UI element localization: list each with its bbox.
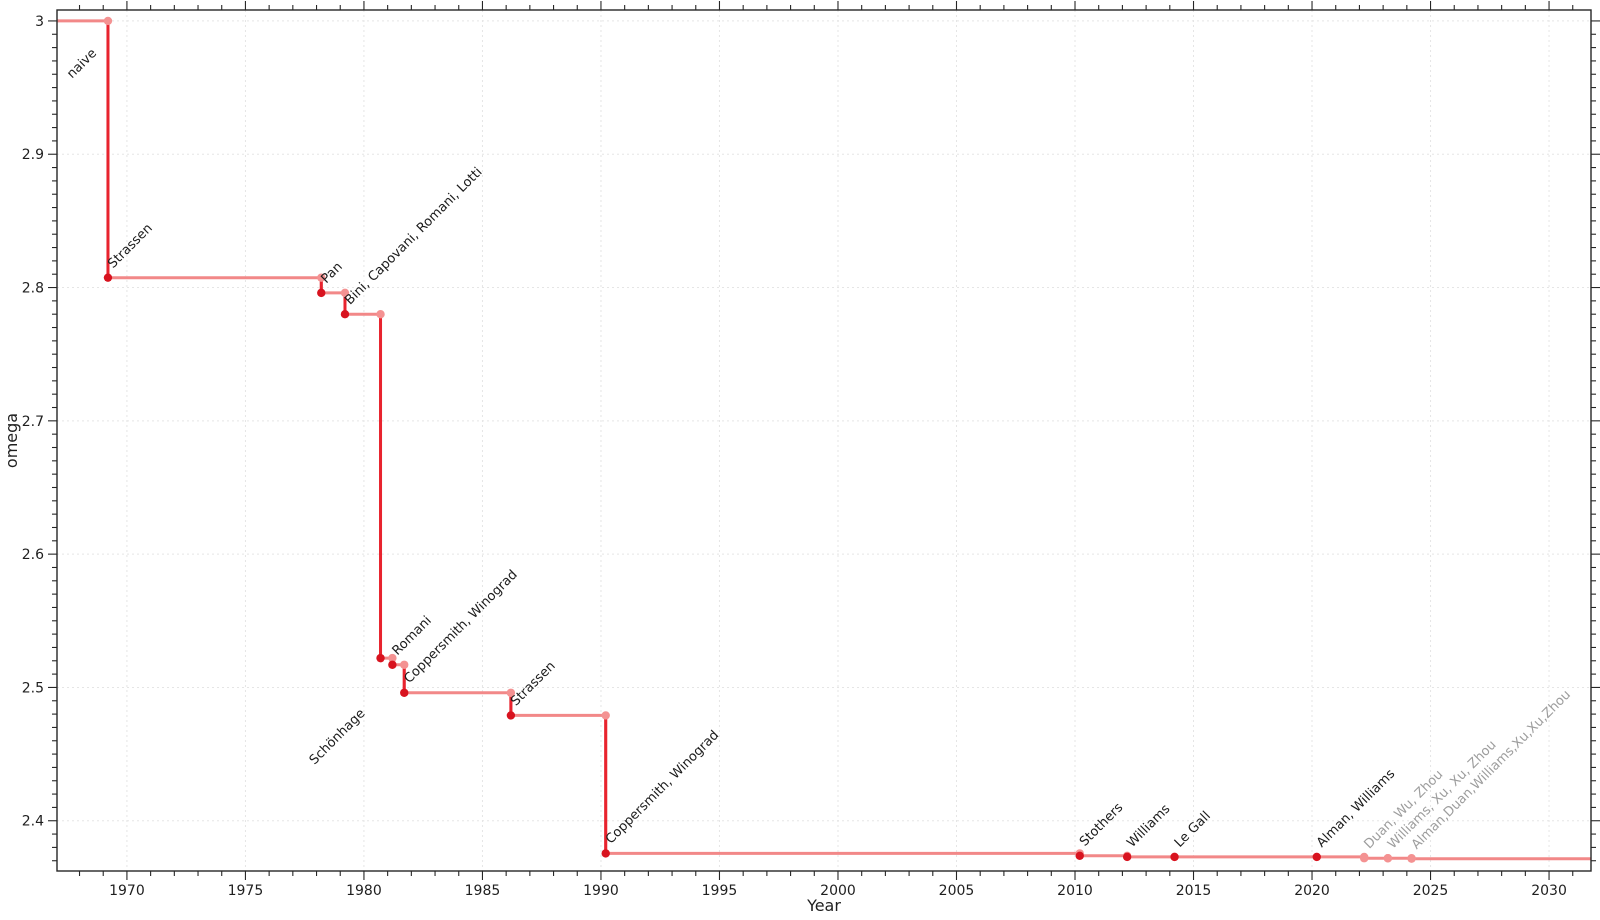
data-point-marker bbox=[1383, 854, 1393, 863]
data-point-marker bbox=[1075, 851, 1084, 861]
data-point-marker bbox=[317, 288, 326, 298]
corner-marker bbox=[388, 653, 397, 663]
corner-marker bbox=[506, 688, 516, 697]
x-tick-label: 1980 bbox=[346, 883, 382, 899]
corner-marker bbox=[340, 288, 350, 298]
grid-layer bbox=[57, 10, 1591, 871]
corner-marker bbox=[400, 660, 409, 669]
corner-marker bbox=[103, 16, 113, 26]
data-point-marker bbox=[1312, 852, 1321, 862]
plot-frame bbox=[56, 9, 1592, 872]
data-point-marker bbox=[103, 273, 113, 282]
corner-marker bbox=[376, 309, 385, 319]
y-axis-title: omega bbox=[2, 413, 21, 468]
x-tick-label: 1990 bbox=[583, 883, 619, 899]
x-tick-label: 1975 bbox=[228, 883, 264, 899]
y-tick-label: 2.5 bbox=[22, 680, 44, 696]
x-axis-title: Year bbox=[806, 896, 841, 915]
data-point-marker bbox=[1407, 854, 1416, 863]
x-tick-label: 1985 bbox=[465, 883, 501, 899]
corner-marker bbox=[601, 711, 610, 720]
data-point-marker bbox=[388, 660, 397, 669]
x-tick-label: 2015 bbox=[1176, 883, 1212, 899]
y-tick-label: 2.7 bbox=[22, 414, 44, 430]
x-tick-label: 2005 bbox=[939, 883, 975, 899]
x-tick-label: 1995 bbox=[702, 883, 738, 899]
x-tick-label: 2020 bbox=[1294, 883, 1330, 899]
data-point-marker bbox=[1359, 854, 1369, 863]
data-point-marker bbox=[506, 711, 516, 720]
data-point-marker bbox=[340, 309, 350, 319]
data-point-marker bbox=[601, 849, 610, 858]
y-tick-label: 2.9 bbox=[22, 147, 44, 163]
y-tick-label: 3 bbox=[35, 14, 44, 30]
data-point-marker bbox=[376, 653, 385, 663]
data-point-marker bbox=[1170, 852, 1179, 862]
x-tick-label: 2010 bbox=[1057, 883, 1093, 899]
corner-marker bbox=[317, 273, 326, 282]
marker-layer bbox=[103, 16, 1416, 863]
x-tick-label: 2030 bbox=[1531, 883, 1567, 899]
tick-layer: 1970 1975 1980 1985 1990 1995 2000 2005 2010 2015… bbox=[22, 1, 1600, 899]
x-tick-label: 2025 bbox=[1413, 883, 1449, 899]
data-point-marker bbox=[1122, 852, 1132, 862]
axis-title-layer: Year omega bbox=[2, 413, 841, 915]
x-tick-label: 2000 bbox=[820, 883, 856, 899]
data-point-marker bbox=[400, 688, 409, 697]
x-tick-label: 1970 bbox=[109, 883, 145, 899]
y-tick-label: 2.6 bbox=[22, 547, 44, 563]
y-tick-label: 2.4 bbox=[22, 814, 44, 830]
y-tick-label: 2.8 bbox=[22, 281, 44, 297]
